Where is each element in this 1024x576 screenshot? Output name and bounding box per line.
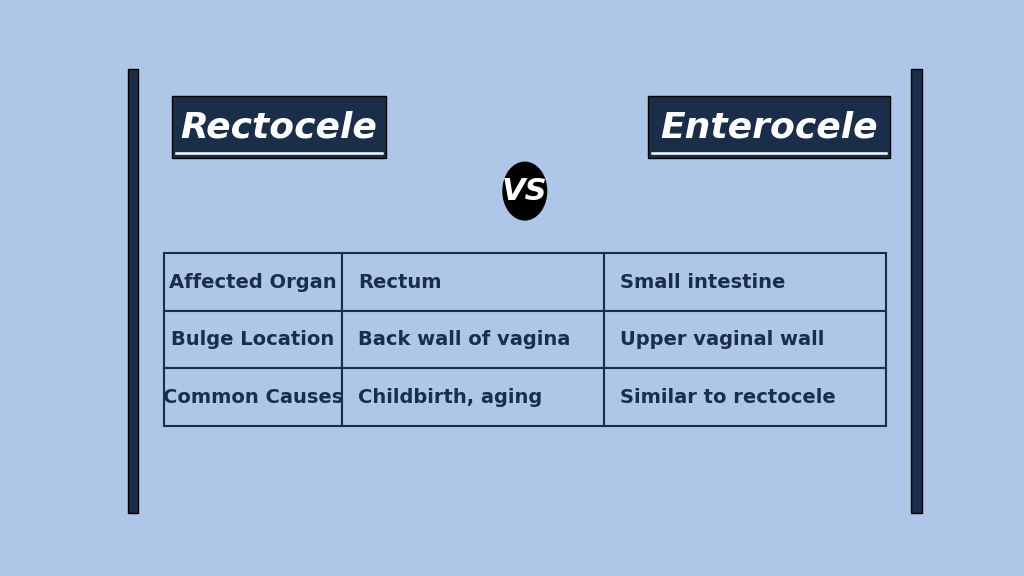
Text: Enterocele: Enterocele (660, 111, 878, 145)
FancyBboxPatch shape (342, 369, 604, 426)
Text: Similar to rectocele: Similar to rectocele (620, 388, 836, 407)
Text: Upper vaginal wall: Upper vaginal wall (620, 330, 824, 349)
Text: Rectum: Rectum (358, 272, 441, 291)
FancyBboxPatch shape (604, 253, 886, 311)
Text: Childbirth, aging: Childbirth, aging (358, 388, 543, 407)
Text: Back wall of vagina: Back wall of vagina (358, 330, 570, 349)
FancyBboxPatch shape (604, 311, 886, 369)
FancyBboxPatch shape (164, 369, 342, 426)
FancyBboxPatch shape (911, 69, 922, 513)
Text: Common Causes: Common Causes (163, 388, 343, 407)
Text: Small intestine: Small intestine (620, 272, 785, 291)
Text: VS: VS (502, 177, 548, 206)
FancyBboxPatch shape (342, 253, 604, 311)
FancyBboxPatch shape (164, 253, 342, 311)
Ellipse shape (503, 162, 547, 220)
FancyBboxPatch shape (648, 96, 890, 158)
FancyBboxPatch shape (164, 311, 342, 369)
FancyBboxPatch shape (342, 311, 604, 369)
FancyBboxPatch shape (604, 369, 886, 426)
Text: Bulge Location: Bulge Location (171, 330, 335, 349)
Text: Eduppit: Eduppit (374, 316, 629, 373)
FancyBboxPatch shape (128, 69, 138, 513)
Text: Rectocele: Rectocele (180, 111, 377, 145)
Text: Affected Organ: Affected Organ (169, 272, 337, 291)
FancyBboxPatch shape (172, 96, 386, 158)
